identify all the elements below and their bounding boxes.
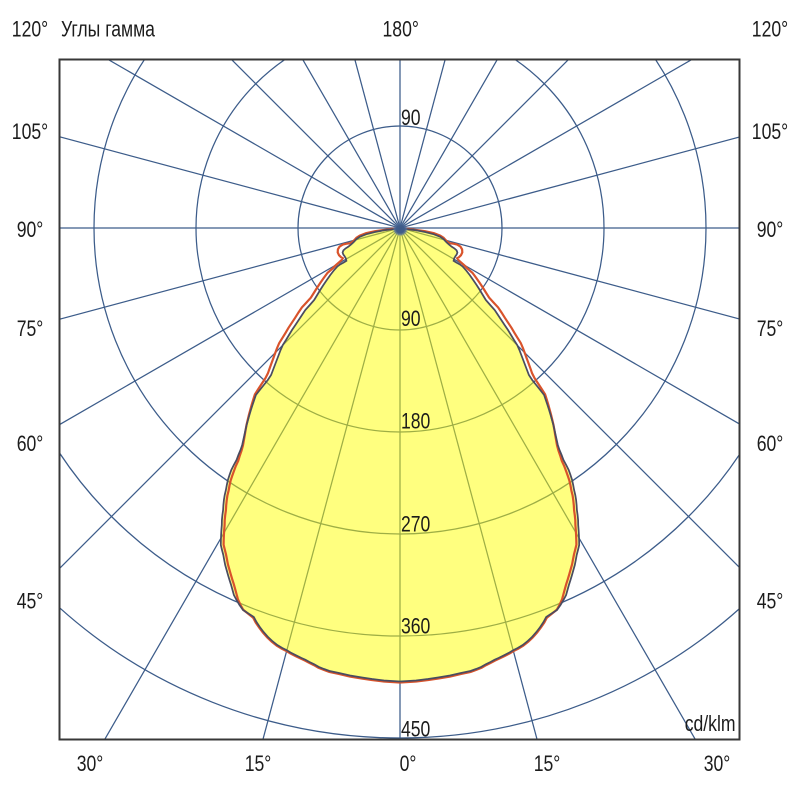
svg-text:60°: 60° <box>17 432 44 456</box>
svg-text:105°: 105° <box>752 120 788 144</box>
svg-text:360: 360 <box>401 615 430 639</box>
svg-text:90: 90 <box>401 307 421 331</box>
svg-text:180°: 180° <box>383 18 419 42</box>
svg-text:180: 180 <box>401 410 430 434</box>
svg-text:45°: 45° <box>757 590 784 614</box>
svg-text:cd/klm: cd/klm <box>685 712 736 736</box>
svg-text:45°: 45° <box>17 590 44 614</box>
svg-text:30°: 30° <box>77 752 104 776</box>
svg-text:90°: 90° <box>17 218 44 242</box>
svg-text:120°: 120° <box>752 18 788 42</box>
svg-text:0°: 0° <box>400 752 417 776</box>
svg-text:270: 270 <box>401 513 430 537</box>
svg-text:450: 450 <box>401 718 430 742</box>
svg-text:105°: 105° <box>12 120 48 144</box>
svg-text:15°: 15° <box>245 752 272 776</box>
svg-text:Углы гамма: Углы гамма <box>61 18 156 42</box>
svg-text:15°: 15° <box>534 752 561 776</box>
svg-text:90: 90 <box>401 106 421 130</box>
svg-text:30°: 30° <box>704 752 731 776</box>
svg-text:60°: 60° <box>757 432 784 456</box>
svg-text:75°: 75° <box>17 317 44 341</box>
svg-text:120°: 120° <box>12 18 48 42</box>
svg-text:90°: 90° <box>757 218 784 242</box>
svg-text:75°: 75° <box>757 317 784 341</box>
